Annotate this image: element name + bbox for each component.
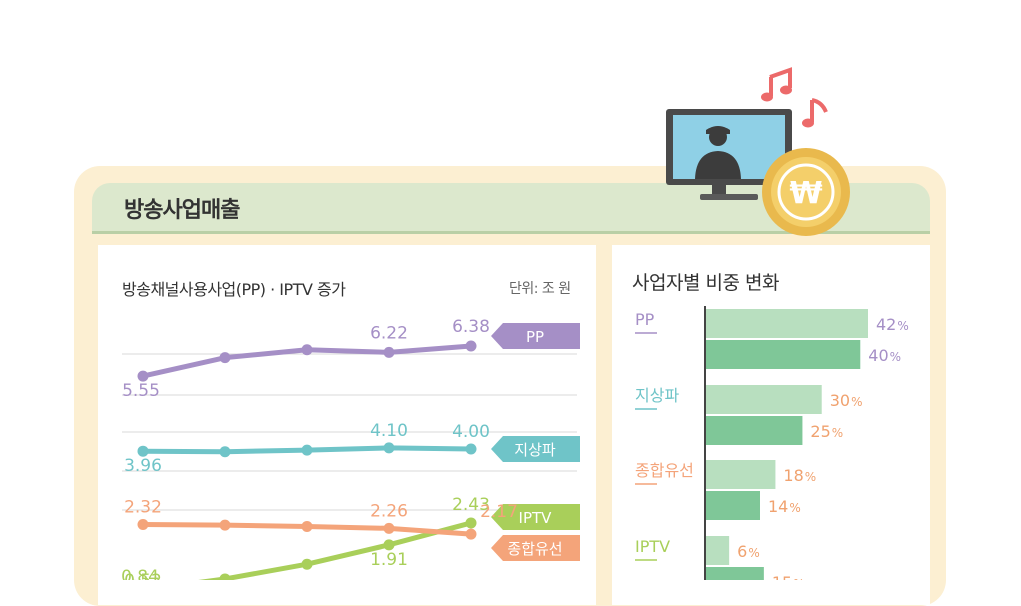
- data-label: 6.22: [370, 323, 408, 343]
- data-label: 2.43: [452, 495, 490, 515]
- data-point: [465, 517, 477, 529]
- bar: [706, 536, 730, 565]
- data-point: [301, 520, 313, 532]
- share-bar-chart: PP 42% 40% 지상파 30% 25% 종합유선 18% 14% IPTV 6% 15%: [635, 306, 909, 580]
- series-tag-label: 종합유선: [507, 540, 562, 558]
- data-point: [219, 519, 231, 531]
- series-tag-1: 지상파: [491, 436, 580, 462]
- data-label: 2.32: [124, 498, 162, 518]
- series-tag-label: IPTV: [519, 509, 553, 527]
- data-label: 4.00: [452, 422, 490, 442]
- bar-value-label: 18%: [783, 466, 816, 485]
- series-tag-2: IPTV: [491, 504, 580, 530]
- data-label: 4.10: [370, 421, 408, 441]
- data-label: 5.55: [122, 381, 160, 401]
- data-point: [465, 443, 477, 455]
- bar: [706, 416, 803, 445]
- data-label: 2.26: [370, 501, 408, 521]
- data-label: 3.96: [124, 456, 162, 476]
- share-chart-title: 사업자별 비중 변화: [632, 272, 779, 294]
- data-point: [465, 528, 477, 540]
- series-tag-0: PP: [491, 323, 580, 349]
- bar-value-label: 6%: [737, 542, 760, 561]
- svg-text:₩: ₩: [789, 176, 822, 211]
- data-label: 0.84: [121, 567, 159, 580]
- data-label: 1.91: [370, 550, 408, 570]
- data-label: 6.38: [452, 317, 490, 337]
- illustration: ₩: [666, 67, 850, 236]
- series-tag-label: PP: [526, 328, 544, 346]
- music-note-icon: [761, 67, 792, 102]
- tv-icon: [666, 109, 792, 200]
- data-point: [219, 352, 231, 364]
- bar-value-label: 30%: [830, 391, 863, 410]
- data-label: 0.52: [124, 571, 162, 580]
- line-chart-title: 방송채널사용사업(PP) · IPTV 증가: [122, 280, 346, 299]
- data-point: [137, 445, 149, 457]
- page-title: 방송사업매출: [124, 198, 240, 223]
- bar: [706, 491, 760, 520]
- bar-value-label: 40%: [868, 346, 901, 365]
- bar-value-label: 42%: [876, 315, 909, 334]
- data-point: [137, 519, 149, 531]
- series-tag-3: 종합유선: [491, 535, 580, 561]
- data-point: [383, 442, 395, 454]
- bar: [706, 385, 822, 414]
- bar-value-label: 25%: [810, 422, 843, 441]
- data-point: [219, 446, 231, 458]
- category-label: 종합유선: [635, 461, 694, 480]
- category-label: PP: [635, 310, 655, 329]
- data-point: [301, 444, 313, 456]
- won-coin-icon: ₩: [762, 148, 850, 236]
- bar: [706, 567, 764, 580]
- category-label: IPTV: [635, 537, 670, 556]
- data-point: [465, 340, 477, 352]
- data-point: [383, 522, 395, 534]
- data-point: [301, 558, 313, 570]
- bar: [706, 309, 868, 338]
- data-point: [137, 370, 149, 382]
- bar: [706, 460, 776, 489]
- music-note-icon-small: [802, 98, 828, 128]
- category-label: 지상파: [635, 386, 679, 405]
- data-point: [219, 573, 231, 580]
- bar-value-label: 14%: [768, 497, 801, 516]
- data-point: [383, 346, 395, 358]
- bar: [706, 340, 861, 369]
- data-label: 2.17: [480, 502, 518, 522]
- unit-label: 단위: 조 원: [509, 281, 571, 297]
- line-chart: 5.55 6.22 6.38 PP 3.96 4.10 4.00 지상파 0.84 1.91 2.4…: [121, 317, 580, 580]
- data-point: [383, 539, 395, 551]
- data-point: [301, 344, 313, 356]
- bar-value-label: 15%: [772, 573, 805, 580]
- series-tag-label: 지상파: [514, 441, 556, 459]
